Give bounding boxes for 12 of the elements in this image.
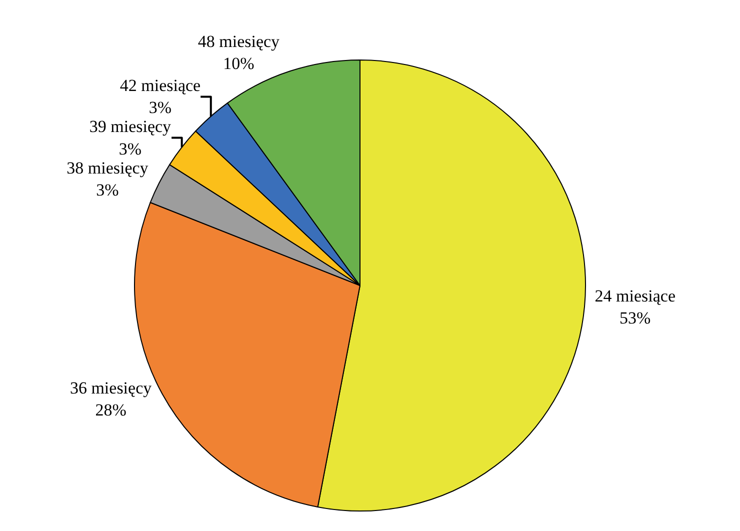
data-label: 3%	[118, 139, 142, 158]
slice-label: 38 miesięcy	[66, 158, 149, 178]
data-label: 3%	[96, 180, 119, 200]
slice-label: 24 miesiące	[594, 286, 676, 306]
data-label: 53%	[620, 308, 651, 328]
slice-label: 48 miesięcy	[198, 32, 280, 51]
slice-label: 39 miesięcy	[89, 117, 172, 136]
slice-label: 36 miesięcy	[70, 378, 152, 398]
data-label: 3%	[148, 98, 172, 118]
data-label: 28%	[95, 400, 126, 420]
data-label: 10%	[223, 54, 254, 73]
slice-label: 42 miesiące	[120, 76, 201, 96]
